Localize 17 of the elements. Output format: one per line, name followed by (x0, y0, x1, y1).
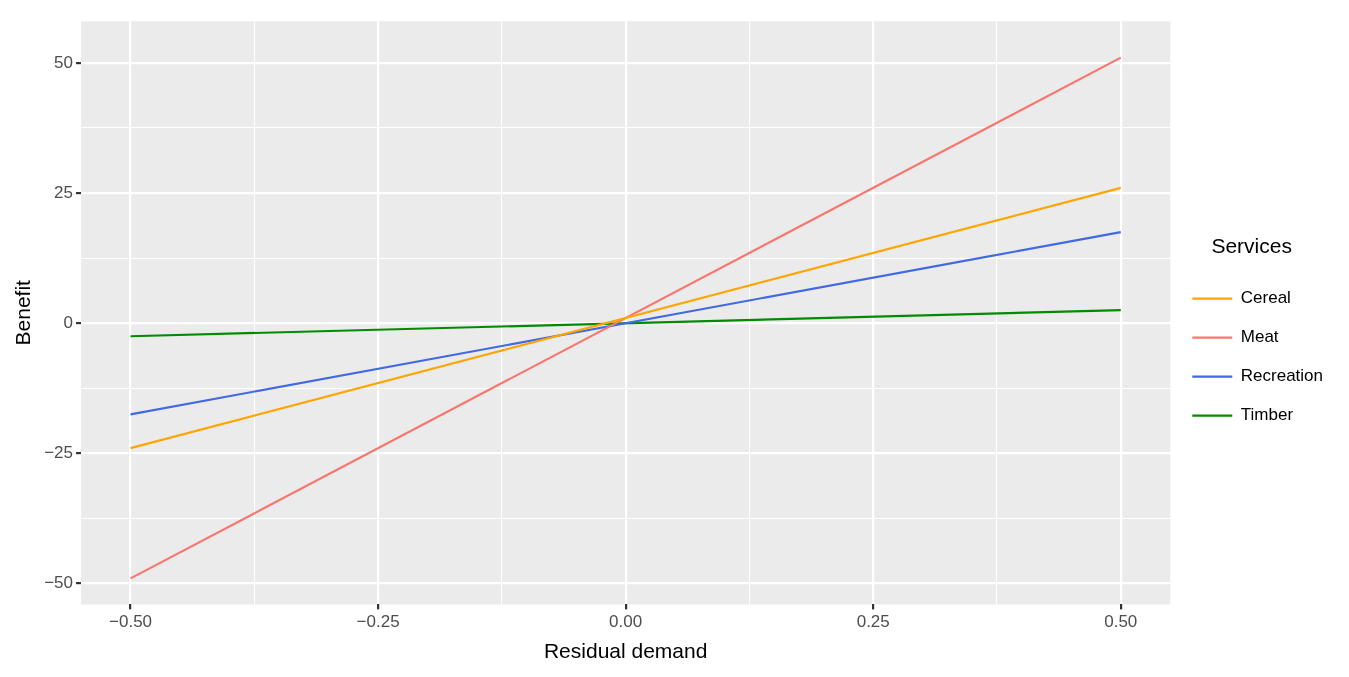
y-axis-title: Benefit (11, 279, 35, 346)
x-tick-label: 0.00 (609, 612, 643, 632)
x-tick-label: 0.25 (856, 612, 890, 632)
y-tick-label: −25 (44, 443, 74, 463)
y-tick-label: −50 (44, 573, 74, 593)
x-tick-label: 0.50 (1104, 612, 1138, 632)
x-tick-label: −0.25 (356, 612, 400, 632)
y-tick-label: 50 (54, 52, 74, 72)
legend-label: Recreation (1240, 366, 1324, 386)
legend-title: Services (1211, 234, 1292, 258)
x-axis-title: Residual demand (543, 639, 708, 663)
legend-label: Cereal (1240, 288, 1291, 308)
legend-label: Meat (1240, 327, 1279, 347)
y-tick-label: 0 (63, 312, 74, 332)
legend-label: Timber (1240, 405, 1294, 425)
x-tick-label: −0.50 (109, 612, 153, 632)
y-tick-label: 25 (54, 182, 74, 202)
